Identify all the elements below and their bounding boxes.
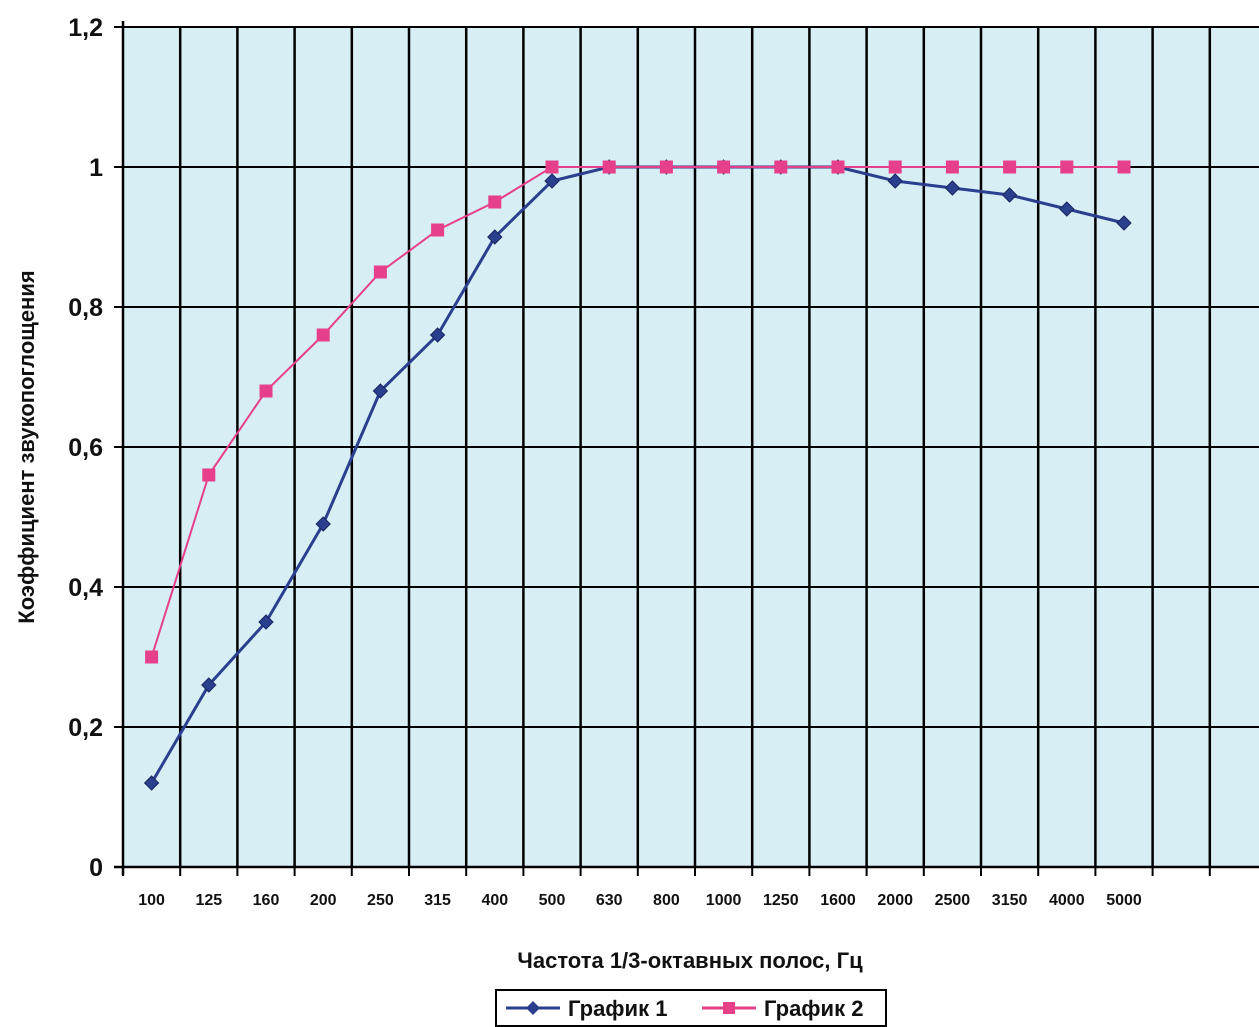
y-tick-labels: 0 0,2 0,4 0,6 0,8 1 1,2: [68, 14, 103, 882]
x-tick-label: 2500: [935, 892, 971, 909]
x-tick-label: 1600: [820, 892, 856, 909]
x-tick-label: 400: [481, 892, 508, 909]
legend-marker-2: [723, 1002, 735, 1014]
data-point: [316, 328, 330, 342]
x-tick-label: 800: [653, 892, 680, 909]
data-point: [201, 677, 217, 693]
data-point: [258, 614, 274, 630]
data-point: [143, 775, 160, 791]
data-point: [373, 265, 387, 279]
data-point: [429, 327, 446, 343]
legend-label-2: График 2: [764, 996, 863, 1021]
x-tick-label: 1000: [706, 892, 742, 909]
y-tick-label: 0: [89, 854, 103, 882]
data-point: [259, 384, 273, 398]
data-point: [945, 160, 959, 174]
axes: [114, 21, 1259, 876]
x-tick-label: 315: [424, 892, 451, 909]
x-tick-label: 630: [596, 892, 623, 909]
y-tick-label: 0,8: [68, 294, 103, 322]
data-point: [1059, 201, 1075, 217]
data-point: [431, 223, 445, 237]
x-tick-label: 125: [195, 892, 222, 909]
legend-box: [495, 989, 887, 1027]
y-tick-label: 0,6: [68, 434, 103, 462]
data-point: [545, 160, 559, 174]
x-tick-labels: 100 125 160 200 250 315 400 500 630 800 1000 1250 16…: [138, 892, 1142, 909]
data-point: [1003, 160, 1017, 174]
x-axis-title: Частота 1/3-октавных полос, Гц: [517, 948, 863, 973]
x-tick-label: 160: [253, 892, 280, 909]
x-tick-label: 5000: [1106, 892, 1142, 909]
x-tick-label: 2000: [877, 892, 913, 909]
data-point: [1060, 160, 1074, 174]
data-point: [487, 229, 503, 245]
data-point: [1001, 187, 1018, 203]
data-point: [202, 468, 216, 482]
legend: График 1 График 2: [495, 989, 887, 1027]
series-line-2: [150, 166, 1124, 658]
data-point: [602, 160, 616, 174]
y-tick-label: 0,4: [68, 574, 103, 602]
data-point: [774, 160, 788, 174]
data-point: [944, 180, 961, 196]
x-tick-label: 500: [539, 892, 566, 909]
y-axis-title: Коэффициент звукопоглощения: [14, 270, 39, 623]
legend-marker-1: [526, 1001, 540, 1015]
series-layer: [143, 159, 1132, 791]
y-tick-label: 1,2: [68, 14, 103, 42]
data-point: [315, 516, 331, 532]
data-point: [659, 160, 673, 174]
data-point: [1117, 160, 1131, 174]
x-tick-label: 4000: [1049, 892, 1085, 909]
data-point: [887, 173, 903, 189]
data-point: [544, 173, 560, 189]
data-point: [888, 160, 902, 174]
data-point: [717, 160, 731, 174]
y-tick-label: 0,2: [68, 714, 103, 742]
x-tick-label: 100: [138, 892, 165, 909]
x-tick-label: 3150: [992, 892, 1028, 909]
data-point: [145, 650, 159, 664]
series-2: [145, 160, 1131, 664]
data-point: [488, 195, 502, 209]
x-tick-label: 1250: [763, 892, 799, 909]
data-point: [372, 383, 389, 399]
y-tick-label: 1: [89, 154, 103, 182]
x-tick-label: 250: [367, 892, 394, 909]
legend-label-1: График 1: [568, 996, 667, 1021]
x-tick-label: 200: [310, 892, 337, 909]
data-point: [831, 160, 845, 174]
data-point: [1116, 215, 1132, 231]
